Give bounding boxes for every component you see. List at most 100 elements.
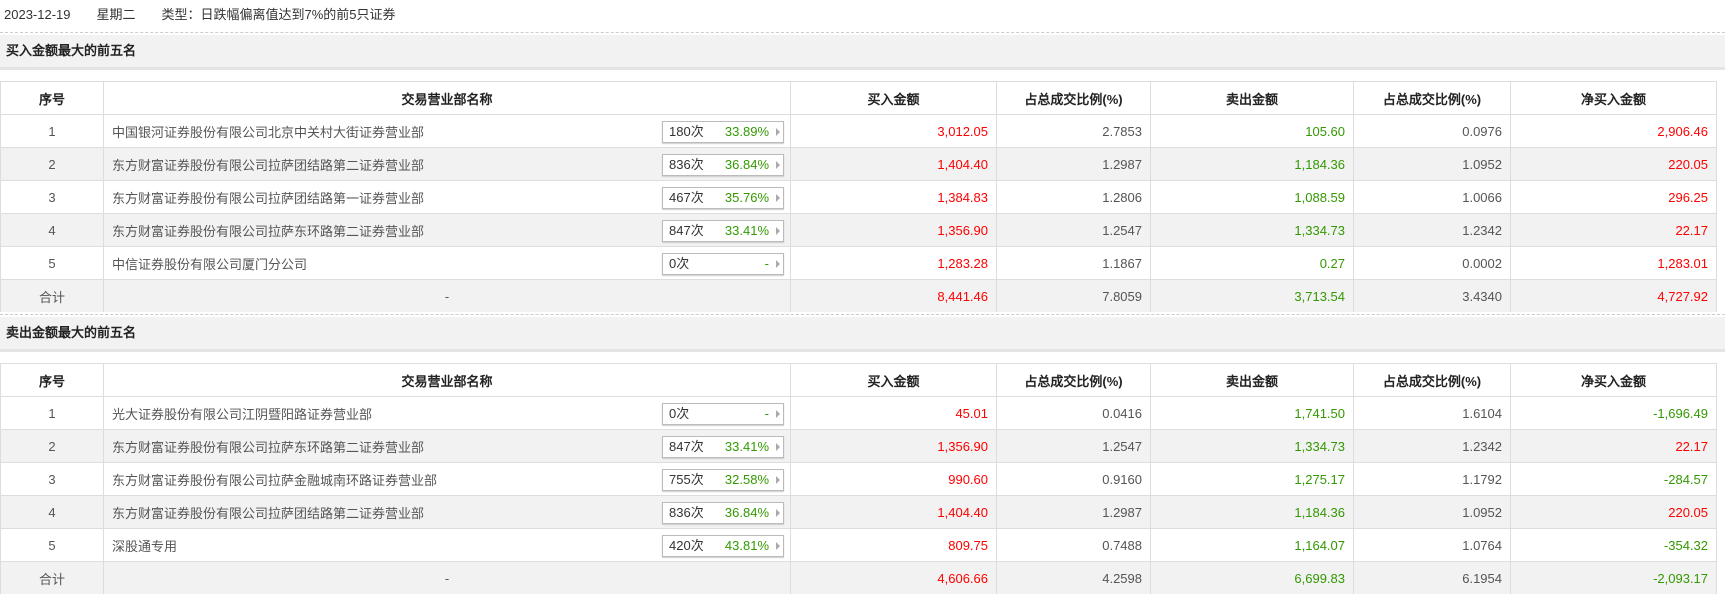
header-bar: 2023-12-19 星期二 类型：日跌幅偏离值达到7%的前5只证券 — [0, 0, 1725, 30]
total-row: 合计 - 8,441.46 7.8059 3,713.54 3.4340 4,7… — [0, 279, 1717, 312]
broker-name[interactable]: 深股通专用 — [112, 538, 178, 554]
total-name: - — [103, 279, 791, 312]
total-buy-pct: 7.8059 — [996, 279, 1151, 312]
sell-amount: 1,184.36 — [1150, 147, 1354, 181]
weekday: 星期二 — [96, 7, 136, 22]
net-amount: 1,283.01 — [1510, 246, 1717, 280]
column-header: 交易营业部名称 — [103, 81, 791, 115]
broker-name[interactable]: 东方财富证券股份有限公司拉萨金融城南环路证券营业部 — [112, 472, 438, 488]
table-row: 5 中信证券股份有限公司厦门分公司 0次 - 1,283.28 1.1867 0.… — [0, 246, 1717, 280]
column-header: 占总成交比例(%) — [1353, 363, 1511, 397]
total-sell-pct: 3.4340 — [1353, 279, 1511, 312]
table-row: 1 中国银河证券股份有限公司北京中关村大街证券营业部 180次 33.89% 3,… — [0, 114, 1717, 148]
net-amount: 220.05 — [1510, 495, 1717, 529]
rate: - — [764, 406, 769, 421]
history-badge[interactable]: 847次 33.41% — [662, 220, 784, 242]
rate: 35.76% — [724, 190, 769, 205]
total-buy: 4,606.66 — [790, 561, 997, 594]
column-header: 交易营业部名称 — [103, 363, 791, 397]
broker-name[interactable]: 中国银河证券股份有限公司北京中关村大街证券营业部 — [112, 124, 425, 140]
table-row: 5 深股通专用 420次 43.81% 809.75 0.7488 1,164.0… — [0, 528, 1717, 562]
total-buy-pct: 4.2598 — [996, 561, 1151, 594]
rate: 33.41% — [724, 223, 769, 238]
total-net: 4,727.92 — [1510, 279, 1717, 312]
buy-pct: 0.9160 — [996, 462, 1151, 496]
times: 836次 — [669, 157, 704, 172]
total-row: 合计 - 4,606.66 4.2598 6,699.83 6.1954 -2,… — [0, 561, 1717, 594]
history-badge[interactable]: 0次 - — [662, 253, 784, 275]
times: 0次 — [669, 406, 690, 421]
sell-pct: 1.0764 — [1353, 528, 1511, 562]
buy-pct: 0.7488 — [996, 528, 1151, 562]
sell-pct: 1.2342 — [1353, 429, 1511, 463]
sell-amount: 105.60 — [1150, 114, 1354, 148]
broker-name[interactable]: 东方财富证券股份有限公司拉萨东环路第二证券营业部 — [112, 439, 425, 455]
section-title: 买入金额最大的前五名 — [0, 35, 1725, 70]
buy-amount: 3,012.05 — [790, 114, 997, 148]
buy-pct: 1.2547 — [996, 213, 1151, 247]
column-header: 序号 — [0, 363, 104, 397]
total-sell: 3,713.54 — [1150, 279, 1354, 312]
column-header: 卖出金额 — [1150, 81, 1354, 115]
history-badge[interactable]: 755次 32.58% — [662, 469, 784, 491]
table-row: 4 东方财富证券股份有限公司拉萨东环路第二证券营业部 847次 33.41% 1,… — [0, 213, 1717, 247]
seq: 1 — [0, 396, 104, 430]
seq: 2 — [0, 429, 104, 463]
history-badge[interactable]: 836次 36.84% — [662, 154, 784, 176]
total-label: 合计 — [0, 279, 104, 312]
history-badge[interactable]: 836次 36.84% — [662, 502, 784, 524]
buy-pct: 1.2987 — [996, 495, 1151, 529]
history-badge[interactable]: 420次 43.81% — [662, 535, 784, 557]
history-badge[interactable]: 180次 33.89% — [662, 121, 784, 143]
total-name: - — [103, 561, 791, 594]
triangle-right-icon — [776, 410, 780, 418]
buy-amount: 809.75 — [790, 528, 997, 562]
broker-name[interactable]: 东方财富证券股份有限公司拉萨团结路第二证券营业部 — [112, 505, 425, 521]
triangle-right-icon — [776, 227, 780, 235]
column-header: 占总成交比例(%) — [996, 81, 1151, 115]
times: 180次 — [669, 124, 704, 139]
total-net: -2,093.17 — [1510, 561, 1717, 594]
broker-name[interactable]: 光大证券股份有限公司江阴暨阳路证券营业部 — [112, 406, 373, 422]
section-title: 卖出金额最大的前五名 — [0, 317, 1725, 352]
divider — [0, 314, 1725, 315]
column-header: 序号 — [0, 81, 104, 115]
net-amount: -284.57 — [1510, 462, 1717, 496]
net-amount: 22.17 — [1510, 213, 1717, 247]
broker-name[interactable]: 中信证券股份有限公司厦门分公司 — [112, 256, 308, 272]
triangle-right-icon — [776, 443, 780, 451]
times: 420次 — [669, 538, 704, 553]
total-sell-pct: 6.1954 — [1353, 561, 1511, 594]
rate: - — [764, 256, 769, 271]
broker-table: 序号 交易营业部名称 买入金额 占总成交比例(%) 卖出金额 占总成交比例(%) 净买入金额… — [0, 81, 1717, 312]
sell-amount: 1,164.07 — [1150, 528, 1354, 562]
triangle-right-icon — [776, 542, 780, 550]
triangle-right-icon — [776, 476, 780, 484]
broker-name[interactable]: 东方财富证券股份有限公司拉萨东环路第二证券营业部 — [112, 223, 425, 239]
net-amount: 220.05 — [1510, 147, 1717, 181]
column-header: 卖出金额 — [1150, 363, 1354, 397]
net-amount: 296.25 — [1510, 180, 1717, 214]
rate: 43.81% — [724, 538, 769, 553]
column-header: 买入金额 — [790, 363, 997, 397]
rate: 32.58% — [724, 472, 769, 487]
history-badge[interactable]: 467次 35.76% — [662, 187, 784, 209]
table-row: 2 东方财富证券股份有限公司拉萨团结路第二证券营业部 836次 36.84% 1,… — [0, 147, 1717, 181]
seq: 4 — [0, 495, 104, 529]
buy-amount: 1,356.90 — [790, 429, 997, 463]
table-header: 序号 交易营业部名称 买入金额 占总成交比例(%) 卖出金额 占总成交比例(%) 净买入金额 — [0, 81, 1717, 115]
history-badge[interactable]: 847次 33.41% — [662, 436, 784, 458]
total-sell: 6,699.83 — [1150, 561, 1354, 594]
times: 836次 — [669, 505, 704, 520]
buy-amount: 1,384.83 — [790, 180, 997, 214]
buy-amount: 1,404.40 — [790, 147, 997, 181]
sell-pct: 1.6104 — [1353, 396, 1511, 430]
column-header: 净买入金额 — [1510, 363, 1717, 397]
seq: 4 — [0, 213, 104, 247]
table-row: 3 东方财富证券股份有限公司拉萨金融城南环路证券营业部 755次 32.58% 9… — [0, 462, 1717, 496]
broker-name[interactable]: 东方财富证券股份有限公司拉萨团结路第一证券营业部 — [112, 190, 425, 206]
table-row: 1 光大证券股份有限公司江阴暨阳路证券营业部 0次 - 45.01 0.0416 … — [0, 396, 1717, 430]
net-amount: 22.17 — [1510, 429, 1717, 463]
history-badge[interactable]: 0次 - — [662, 403, 784, 425]
broker-name[interactable]: 东方财富证券股份有限公司拉萨团结路第二证券营业部 — [112, 157, 425, 173]
